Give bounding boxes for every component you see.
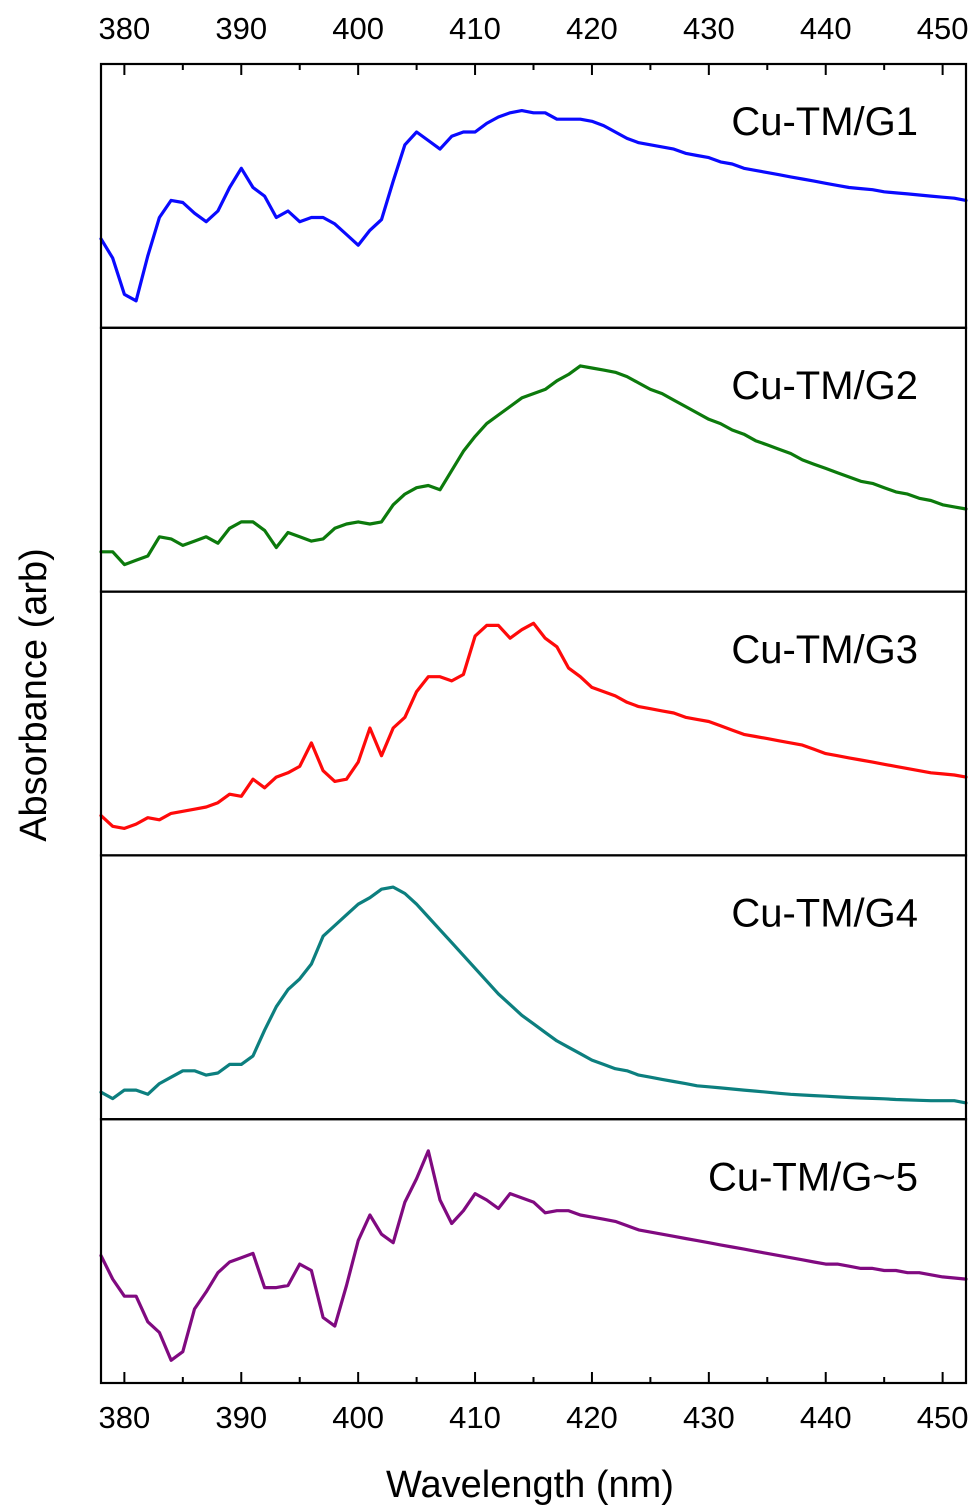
x-tick-label-bottom: 380 [99,1400,151,1435]
series-label: Cu-TM/G~5 [708,1155,918,1199]
series-label: Cu-TM/G1 [731,100,918,144]
panel-4: Cu-TM/G4 [99,854,968,1121]
panel-1: Cu-TM/G1 [99,62,968,329]
series-line [99,885,968,1105]
x-tick-label-bottom: 420 [566,1400,618,1435]
series-label: Cu-TM/G4 [731,892,918,936]
x-tick-label-top: 400 [332,11,384,46]
x-axis-title: Wavelength (nm) [386,1464,674,1506]
x-tick-label-bottom: 390 [215,1400,267,1435]
panel-5: Cu-TM/G~5 [99,1118,968,1385]
x-tick-label-top: 390 [215,11,267,46]
x-tick-label-top: 410 [449,11,501,46]
x-tick-label-top: 430 [683,11,735,46]
panel-2: Cu-TM/G2 [99,326,968,593]
series-line [99,1149,968,1362]
x-tick-label-bottom: 430 [683,1400,735,1435]
series-line [99,109,968,303]
x-tick-label-top: 420 [566,11,618,46]
x-tick-label-top: 440 [800,11,852,46]
series-line [99,621,968,830]
ticks-layer: 380 380 390 390 400 400 410 410 420 420 430 430 440 4… [99,11,969,1435]
series-label: Cu-TM/G2 [731,364,918,408]
x-tick-label-top: 380 [99,11,151,46]
panels-layer: Cu-TM/G1 Cu-TM/G2 Cu-TM/G3 Cu-TM/G4 Cu-TM/G~… [99,62,968,1385]
series-line [99,364,968,567]
x-tick-label-bottom: 410 [449,1400,501,1435]
x-tick-label-bottom: 450 [917,1400,969,1435]
panel-3: Cu-TM/G3 [99,590,968,857]
y-axis-title: Absorbance (arb) [13,548,55,842]
x-tick-label-bottom: 400 [332,1400,384,1435]
series-label: Cu-TM/G3 [731,628,918,672]
x-tick-label-bottom: 440 [800,1400,852,1435]
x-tick-label-top: 450 [917,11,969,46]
